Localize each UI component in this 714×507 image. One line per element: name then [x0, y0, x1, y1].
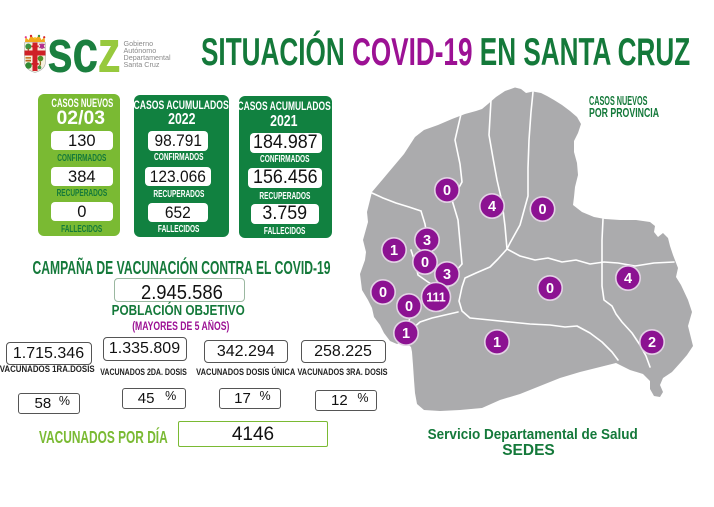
svg-text:0: 0: [538, 202, 546, 218]
svg-text:4: 4: [488, 199, 496, 215]
svg-text:0: 0: [379, 285, 387, 301]
svg-text:1: 1: [390, 243, 398, 259]
svg-text:1: 1: [402, 326, 410, 342]
svg-text:0: 0: [546, 281, 554, 297]
svg-text:0: 0: [421, 255, 429, 271]
svg-text:2: 2: [648, 335, 656, 351]
svg-text:4: 4: [624, 271, 632, 287]
svg-text:3: 3: [423, 233, 431, 249]
svg-text:0: 0: [443, 183, 451, 199]
svg-text:0: 0: [405, 299, 413, 315]
svg-text:1: 1: [493, 335, 501, 351]
svg-text:3: 3: [443, 267, 451, 283]
svg-text:111: 111: [426, 291, 446, 305]
